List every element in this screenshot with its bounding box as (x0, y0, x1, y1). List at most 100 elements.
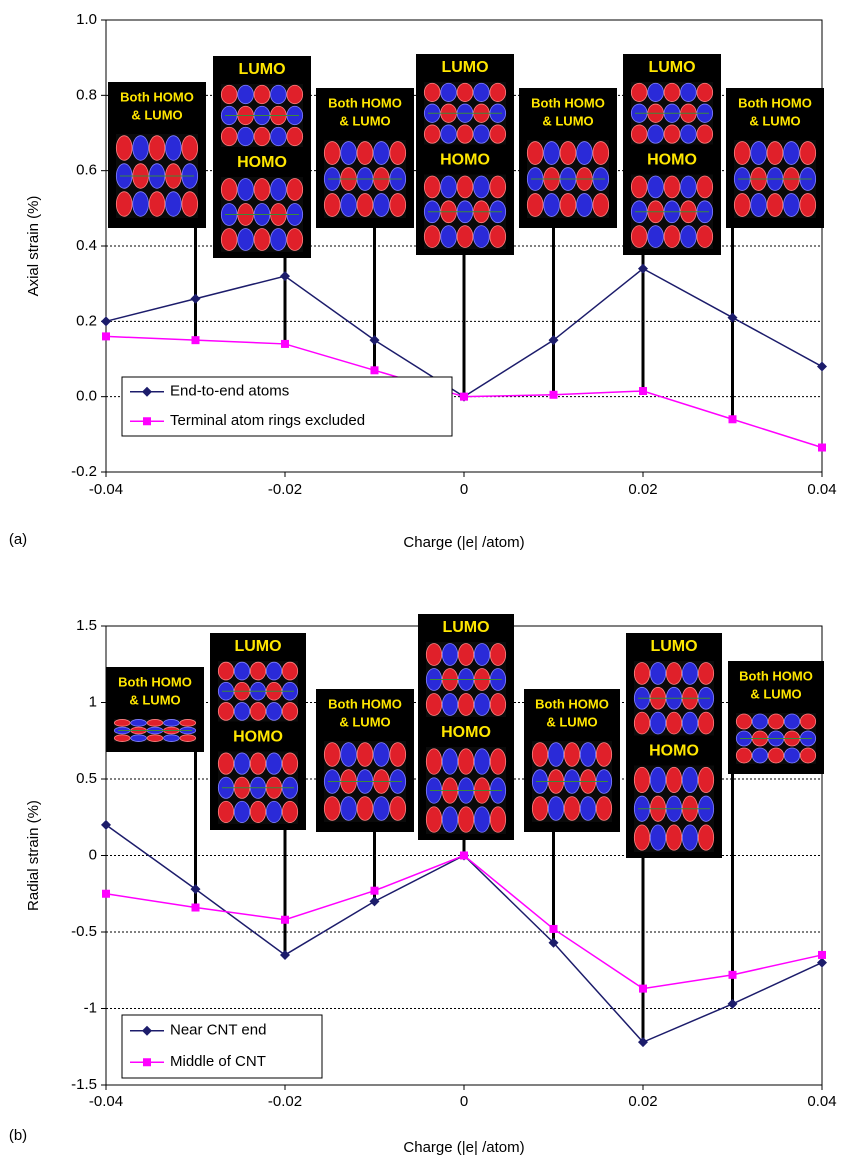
marker (817, 957, 827, 968)
orbital-lobe (489, 82, 507, 102)
y-tick-label: 1.5 (76, 617, 97, 634)
annotation-text: HOMO (440, 152, 490, 169)
orbital-lobe (531, 742, 549, 767)
chart: -1.5 -1 -0.5 0 0.5 1 1.5 -0.04 -0.02 0 0.02 0.04 Cha… (9, 614, 837, 1156)
orbital-lobe (373, 796, 390, 821)
orbital-lobe (233, 661, 251, 681)
orbital-lobe (286, 126, 304, 147)
orbital-lobe (647, 124, 664, 144)
orbital-lobe (441, 643, 459, 666)
y-tick-label: 0.2 (76, 312, 97, 329)
y-tick-label: -1 (84, 999, 97, 1016)
orbital-lobe (340, 742, 357, 767)
x-tick-label: 0.02 (628, 481, 657, 498)
marker (638, 263, 648, 274)
marker (370, 886, 379, 895)
orbital-lobe (441, 806, 459, 833)
orbital-lobe (665, 824, 683, 851)
orbital-lobe (680, 82, 697, 102)
y-tick-label: -0.5 (71, 923, 97, 940)
orbital-lobe (665, 711, 683, 735)
orbital-lobe (130, 734, 147, 742)
orbital-lobe (220, 178, 238, 201)
orbital-lobe (647, 175, 664, 199)
marker (818, 950, 826, 959)
orbital-lobe (457, 806, 475, 833)
orbital-lobe (179, 734, 197, 742)
orbital-lobe (265, 800, 283, 823)
legend-label: Near CNT end (170, 1022, 266, 1039)
x-tick-label: 0.02 (628, 1093, 657, 1110)
annotation-text: & LUMO (339, 113, 390, 128)
annotation-text: HOMO (237, 154, 287, 171)
orbital-lobe (457, 693, 475, 716)
orbital-lobe (441, 748, 459, 775)
orbital-lobe (489, 175, 507, 199)
annotation-text: LUMO (650, 638, 697, 655)
x-tick-label: 0 (460, 481, 468, 498)
orbital-lobe (473, 806, 491, 833)
orbital-lobe (165, 191, 182, 217)
orbital-lobe (665, 662, 683, 685)
orbital-lobe (132, 135, 149, 161)
y-tick-label: 0.4 (76, 237, 97, 254)
marker (639, 387, 647, 396)
orbital-lobe (249, 661, 267, 681)
annotation-text: Both HOMO (739, 668, 813, 683)
orbital-lobe (633, 824, 651, 851)
orbital-lobe (217, 800, 235, 823)
annotation-text: Both HOMO (535, 696, 609, 711)
orbital-lobe (576, 193, 593, 217)
orbital-lobe (559, 141, 577, 165)
marker (190, 293, 201, 304)
orbital-lobe (543, 141, 560, 165)
orbital-lobe (217, 752, 235, 775)
orbital-lobe (425, 806, 443, 833)
annotation-text: Both HOMO (328, 696, 402, 711)
orbital-lobe (663, 225, 681, 248)
orbital-lobe (233, 752, 251, 775)
orbital-lobe (595, 742, 613, 767)
orbital-lobe (473, 693, 491, 716)
orbital-lobe (526, 141, 544, 165)
orbital-lobe (665, 766, 683, 794)
orbital-lobe (389, 193, 407, 217)
legend-marker (142, 386, 152, 397)
orbital-lobe (733, 141, 751, 165)
orbital-lobe (373, 742, 390, 767)
orbital-lobe (237, 126, 254, 147)
orbital-lobe (249, 702, 267, 721)
orbital-lobe (735, 713, 753, 730)
orbital-lobe (649, 711, 667, 735)
orbital-lobe (265, 702, 283, 721)
orbital-lobe (680, 175, 697, 199)
orbital-lobe (220, 126, 238, 147)
marker (727, 312, 738, 323)
orbital-lobe (389, 796, 407, 821)
orbital-lobe (181, 191, 199, 217)
orbital-lobe (799, 747, 817, 764)
y-tick-label: -1.5 (71, 1076, 97, 1093)
annotation-text: Both HOMO (120, 89, 194, 104)
orbital-lobe (783, 713, 801, 730)
y-axis-label: Axial strain (%) (25, 196, 42, 297)
annotation-text: HOMO (441, 724, 491, 741)
orbital-lobe (799, 713, 817, 730)
annotation-text: & LUMO (339, 714, 390, 729)
annotation-text: LUMO (238, 61, 285, 78)
orbital-lobe (281, 752, 299, 775)
marker (191, 336, 200, 345)
orbital-lobe (531, 796, 549, 821)
orbital-lobe (373, 141, 390, 165)
marker (101, 316, 111, 327)
orbital-lobe (547, 796, 565, 821)
orbital-lobe (697, 766, 715, 794)
x-tick-label: 0.04 (807, 1093, 836, 1110)
orbital-lobe (595, 796, 613, 821)
orbital-lobe (456, 225, 474, 248)
annotation-text: & LUMO (750, 686, 801, 701)
orbital-lobe (233, 702, 251, 721)
x-axis-label: Charge (|e| /atom) (403, 1139, 524, 1156)
orbital-lobe (526, 193, 544, 217)
annotation-text: HOMO (647, 152, 697, 169)
